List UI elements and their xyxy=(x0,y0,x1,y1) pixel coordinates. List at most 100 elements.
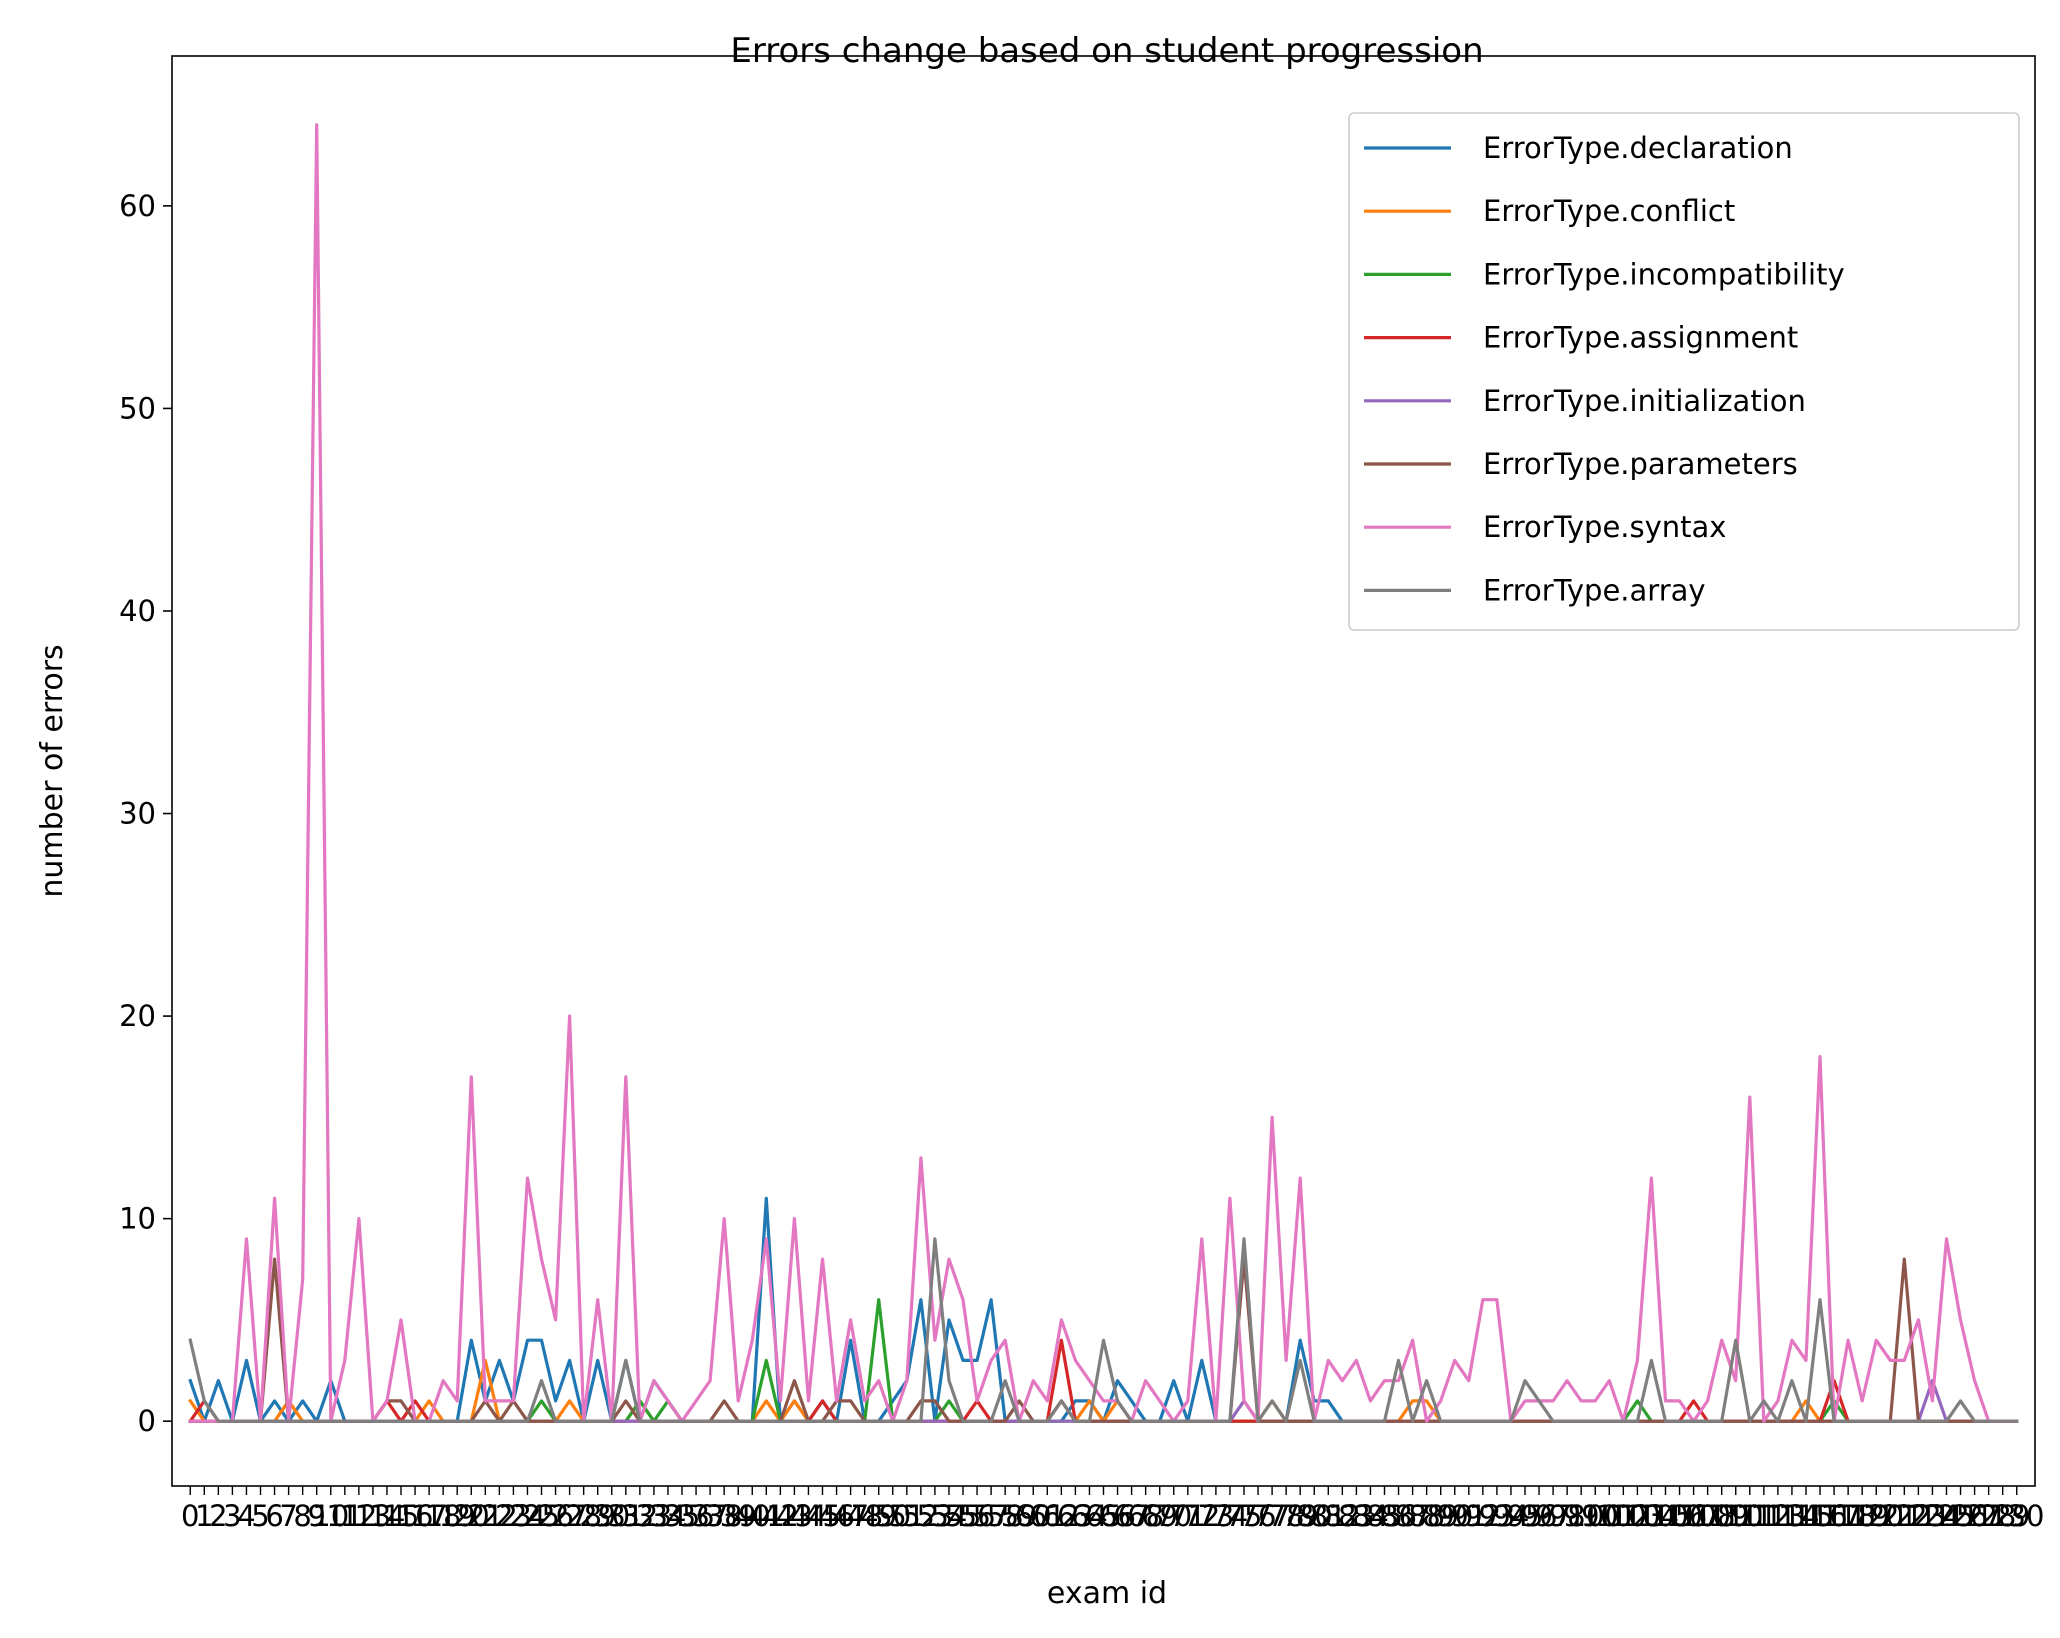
x-tick-label: 94 xyxy=(1492,1499,1529,1533)
x-tick-label: 36 xyxy=(678,1499,715,1533)
x-tick-label: 77 xyxy=(1254,1499,1291,1533)
x-tick-label: 84 xyxy=(1352,1499,1389,1533)
x-tick-label: 63 xyxy=(1057,1499,1094,1533)
x-tick-label: 24 xyxy=(509,1499,546,1533)
x-tick-label: 50 xyxy=(874,1499,911,1533)
x-tick-label: 20 xyxy=(453,1499,490,1533)
x-tick-label: 111 xyxy=(1722,1499,1777,1533)
x-tick-label: 121 xyxy=(1863,1499,1918,1533)
x-tick-label: 54 xyxy=(930,1499,967,1533)
legend: ErrorType.declaration ErrorType.conflict E… xyxy=(1348,112,2020,631)
x-tick-label: 56 xyxy=(959,1499,996,1533)
x-tick-label: 90 xyxy=(1436,1499,1473,1533)
x-tick-label: 130 xyxy=(1989,1499,2044,1533)
x-tick-label: 51 xyxy=(888,1499,925,1533)
x-tick-label: 66 xyxy=(1099,1499,1136,1533)
x-tick-label: 39 xyxy=(720,1499,757,1533)
x-tick-label: 125 xyxy=(1919,1499,1974,1533)
plot-lines xyxy=(188,123,2019,1424)
x-tick-label: 3 xyxy=(223,1499,241,1533)
x-tick-label: 5 xyxy=(251,1499,269,1533)
x-tick-label: 114 xyxy=(1764,1499,1819,1533)
x-tick-label: 33 xyxy=(635,1499,672,1533)
x-tick-label: 104 xyxy=(1624,1499,1679,1533)
x-tick-label: 64 xyxy=(1071,1499,1108,1533)
legend-label: ErrorType.conflict xyxy=(1483,194,1735,228)
x-tick-label: 105 xyxy=(1638,1499,1693,1533)
x-tick-label: 61 xyxy=(1029,1499,1066,1533)
x-tick-label: 1 xyxy=(195,1499,213,1533)
legend-label: ErrorType.declaration xyxy=(1483,131,1793,165)
x-tick-label: 15 xyxy=(383,1499,420,1533)
x-tick-label: 28 xyxy=(565,1499,602,1533)
x-tick-label: 117 xyxy=(1806,1499,1861,1533)
x-tick-label: 78 xyxy=(1268,1499,1305,1533)
x-tick-label: 126 xyxy=(1933,1499,1988,1533)
x-tick-label: 25 xyxy=(523,1499,560,1533)
x-tick-label: 122 xyxy=(1877,1499,1932,1533)
y-tick-label: 30 xyxy=(119,797,156,831)
x-tick-label: 19 xyxy=(439,1499,476,1533)
x-tick-label: 76 xyxy=(1240,1499,1277,1533)
x-tick-label: 29 xyxy=(579,1499,616,1533)
x-tick-label: 123 xyxy=(1891,1499,1946,1533)
x-tick-label: 109 xyxy=(1694,1499,1749,1533)
x-tick-label: 58 xyxy=(987,1499,1024,1533)
x-tick-label: 80 xyxy=(1296,1499,1333,1533)
chart-title: Errors change based on student progressi… xyxy=(730,31,1483,71)
x-tick-label: 71 xyxy=(1169,1499,1206,1533)
x-tick-label: 21 xyxy=(467,1499,504,1533)
x-tick-label: 70 xyxy=(1155,1499,1192,1533)
series-line-syntax xyxy=(188,123,2019,1423)
x-tick-label: 100 xyxy=(1568,1499,1623,1533)
x-tick-label: 75 xyxy=(1226,1499,1263,1533)
legend-label: ErrorType.assignment xyxy=(1483,321,1798,355)
x-tick-label: 22 xyxy=(481,1499,518,1533)
x-tick-label: 4 xyxy=(237,1499,255,1533)
x-tick-label: 47 xyxy=(832,1499,869,1533)
y-tick-label: 50 xyxy=(119,391,156,425)
x-tick-label: 103 xyxy=(1610,1499,1665,1533)
x-tick-label: 14 xyxy=(369,1499,406,1533)
x-tick-label: 97 xyxy=(1535,1499,1572,1533)
x-tick-label: 124 xyxy=(1905,1499,1960,1533)
x-tick-label: 95 xyxy=(1507,1499,1544,1533)
x-tick-label: 45 xyxy=(804,1499,841,1533)
x-axis-label: exam id xyxy=(1047,1576,1167,1611)
x-tick-label: 2 xyxy=(209,1499,227,1533)
x-tick-label: 49 xyxy=(860,1499,897,1533)
x-tick-label: 86 xyxy=(1380,1499,1417,1533)
x-tick-label: 9 xyxy=(307,1499,325,1533)
legend-label: ErrorType.syntax xyxy=(1483,510,1726,544)
x-tick-label: 43 xyxy=(776,1499,813,1533)
x-axis: 0123456789101112131415161718192021222324… xyxy=(181,1486,2044,1533)
x-tick-label: 107 xyxy=(1666,1499,1721,1533)
x-tick-label: 72 xyxy=(1183,1499,1220,1533)
x-tick-label: 23 xyxy=(495,1499,532,1533)
x-tick-label: 41 xyxy=(748,1499,785,1533)
x-tick-label: 46 xyxy=(818,1499,855,1533)
x-tick-label: 31 xyxy=(607,1499,644,1533)
x-tick-label: 96 xyxy=(1521,1499,1558,1533)
x-tick-label: 57 xyxy=(973,1499,1010,1533)
x-tick-label: 127 xyxy=(1947,1499,2002,1533)
x-tick-label: 6 xyxy=(265,1499,283,1533)
y-tick-label: 10 xyxy=(119,1202,156,1236)
x-tick-label: 79 xyxy=(1282,1499,1319,1533)
x-tick-label: 10 xyxy=(312,1499,349,1533)
x-tick-label: 85 xyxy=(1366,1499,1403,1533)
x-tick-label: 69 xyxy=(1141,1499,1178,1533)
x-tick-label: 16 xyxy=(397,1499,434,1533)
x-tick-label: 60 xyxy=(1015,1499,1052,1533)
y-axis-label: number of errors xyxy=(35,644,70,897)
x-tick-label: 35 xyxy=(664,1499,701,1533)
y-tick-label: 60 xyxy=(119,189,156,223)
y-tick-label: 20 xyxy=(119,999,156,1033)
x-tick-label: 102 xyxy=(1596,1499,1651,1533)
x-tick-label: 0 xyxy=(181,1499,199,1533)
x-tick-label: 73 xyxy=(1197,1499,1234,1533)
x-tick-label: 38 xyxy=(706,1499,743,1533)
x-tick-label: 68 xyxy=(1127,1499,1164,1533)
x-tick-label: 37 xyxy=(692,1499,729,1533)
